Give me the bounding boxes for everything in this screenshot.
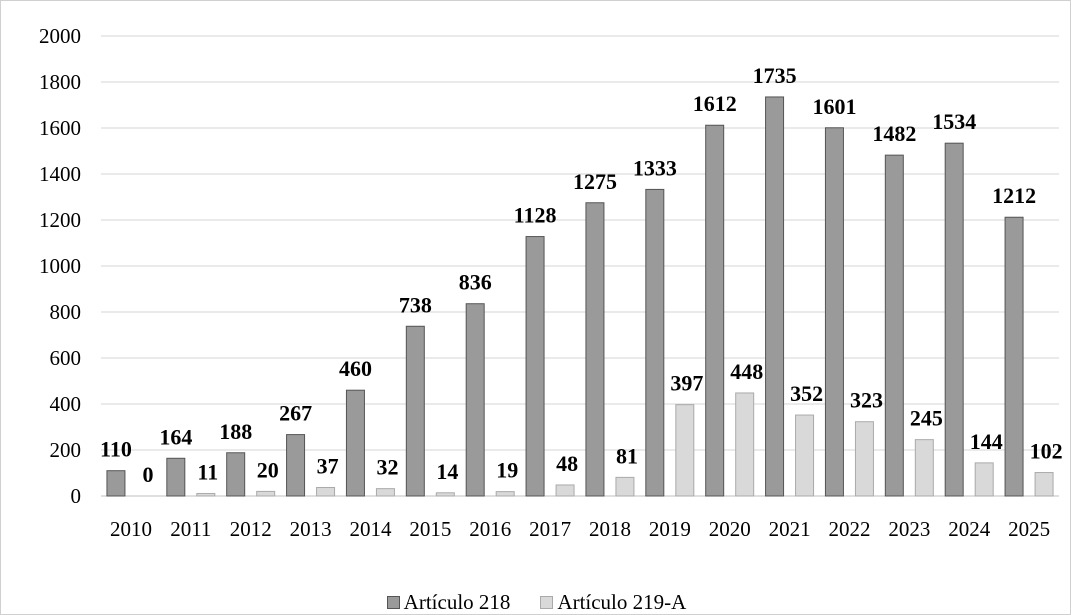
bar-articulo-219a xyxy=(675,404,695,497)
bar-articulo-219a xyxy=(1034,472,1054,497)
bar-articulo-219a xyxy=(974,462,994,497)
data-label: 245 xyxy=(910,406,943,431)
data-label: 267 xyxy=(279,401,312,426)
bar-articulo-219a xyxy=(795,414,815,497)
data-label: 1212 xyxy=(992,183,1036,208)
x-tick-label: 2016 xyxy=(469,517,511,541)
data-label: 1333 xyxy=(633,155,677,180)
bar-articulo-219a xyxy=(495,491,515,497)
bar-articulo-218 xyxy=(824,127,844,497)
data-label: 11 xyxy=(197,459,218,484)
x-tick-label: 2019 xyxy=(649,517,691,541)
bar-articulo-219a xyxy=(735,392,755,497)
bar-articulo-219a xyxy=(256,490,276,497)
bar-articulo-218 xyxy=(765,96,785,497)
data-label: 81 xyxy=(616,443,638,468)
bar-articulo-219a xyxy=(435,492,455,497)
data-label: 102 xyxy=(1030,439,1063,464)
y-tick-label: 600 xyxy=(50,346,82,370)
data-label: 32 xyxy=(376,455,398,480)
data-label: 1612 xyxy=(693,91,737,116)
data-label: 1482 xyxy=(872,121,916,146)
legend-swatch-articulo-218 xyxy=(386,595,400,609)
y-tick-label: 800 xyxy=(50,300,82,324)
bar-articulo-218 xyxy=(286,434,306,497)
y-tick-label: 1400 xyxy=(39,162,81,186)
x-tick-label: 2015 xyxy=(409,517,451,541)
y-tick-label: 2000 xyxy=(39,24,81,48)
bar-articulo-219a xyxy=(854,421,874,497)
y-tick-label: 200 xyxy=(50,438,82,462)
y-tick-label: 400 xyxy=(50,392,82,416)
bar-articulo-218 xyxy=(645,188,665,497)
data-label: 37 xyxy=(317,453,339,478)
x-tick-label: 2020 xyxy=(709,517,751,541)
data-label: 144 xyxy=(970,429,1003,454)
bar-articulo-218 xyxy=(944,142,964,497)
bar-articulo-218 xyxy=(345,389,365,497)
y-tick-label: 1200 xyxy=(39,208,81,232)
legend-label-articulo-218: Artículo 218 xyxy=(403,589,511,614)
legend-label-articulo-219a: Artículo 219-A xyxy=(557,589,687,614)
x-tick-label: 2021 xyxy=(769,517,811,541)
legend-item-articulo-218: Artículo 218 xyxy=(386,589,511,615)
bar-articulo-219a xyxy=(316,486,336,497)
x-tick-label: 2012 xyxy=(230,517,272,541)
y-tick-label: 0 xyxy=(71,484,82,508)
bar-articulo-218 xyxy=(1004,216,1024,497)
x-tick-label: 2025 xyxy=(1008,517,1050,541)
bar-articulo-219a xyxy=(375,488,395,497)
y-tick-label: 1000 xyxy=(39,254,81,278)
data-label: 0 xyxy=(142,462,153,487)
bar-articulo-218 xyxy=(705,124,725,497)
bar-articulo-218 xyxy=(585,202,605,497)
data-label: 110 xyxy=(100,437,132,462)
data-label: 1601 xyxy=(812,94,856,119)
chart-legend: Artículo 218 Artículo 219-A xyxy=(1,589,1070,615)
bar-articulo-219a xyxy=(555,484,575,497)
x-tick-label: 2024 xyxy=(948,517,991,541)
x-tick-label: 2011 xyxy=(170,517,211,541)
legend-item-articulo-219a: Artículo 219-A xyxy=(540,590,686,615)
data-label: 738 xyxy=(399,292,432,317)
data-label: 397 xyxy=(670,371,703,396)
bar-articulo-219a xyxy=(615,476,635,497)
data-label: 14 xyxy=(436,459,458,484)
data-label: 1275 xyxy=(573,169,617,194)
bar-articulo-218 xyxy=(166,457,186,497)
data-label: 164 xyxy=(159,424,192,449)
bar-articulo-218 xyxy=(884,154,904,497)
data-label: 1735 xyxy=(753,63,797,88)
data-label: 836 xyxy=(459,270,492,295)
bar-articulo-218 xyxy=(405,325,425,497)
data-label: 448 xyxy=(730,359,763,384)
data-label: 1128 xyxy=(514,203,557,228)
bar-articulo-218 xyxy=(226,452,246,497)
legend-swatch-articulo-219a xyxy=(540,595,554,609)
y-tick-label: 1800 xyxy=(39,70,81,94)
x-tick-label: 2023 xyxy=(888,517,930,541)
bar-articulo-219a xyxy=(196,492,216,497)
x-tick-label: 2014 xyxy=(349,517,392,541)
data-label: 48 xyxy=(556,451,578,476)
x-tick-label: 2010 xyxy=(110,517,152,541)
data-label: 1534 xyxy=(932,109,976,134)
data-label: 20 xyxy=(257,457,279,482)
data-label: 352 xyxy=(790,381,823,406)
x-tick-label: 2018 xyxy=(589,517,631,541)
data-label: 460 xyxy=(339,356,372,381)
data-label: 323 xyxy=(850,388,883,413)
data-label: 188 xyxy=(219,419,252,444)
x-tick-label: 2022 xyxy=(828,517,870,541)
bar-articulo-218 xyxy=(525,236,545,497)
bar-articulo-218 xyxy=(106,470,126,497)
bar-articulo-218 xyxy=(465,303,485,497)
bar-articulo-219a xyxy=(914,439,934,497)
x-tick-label: 2017 xyxy=(529,517,571,541)
data-label: 19 xyxy=(496,458,518,483)
x-tick-label: 2013 xyxy=(290,517,332,541)
y-tick-label: 1600 xyxy=(39,116,81,140)
